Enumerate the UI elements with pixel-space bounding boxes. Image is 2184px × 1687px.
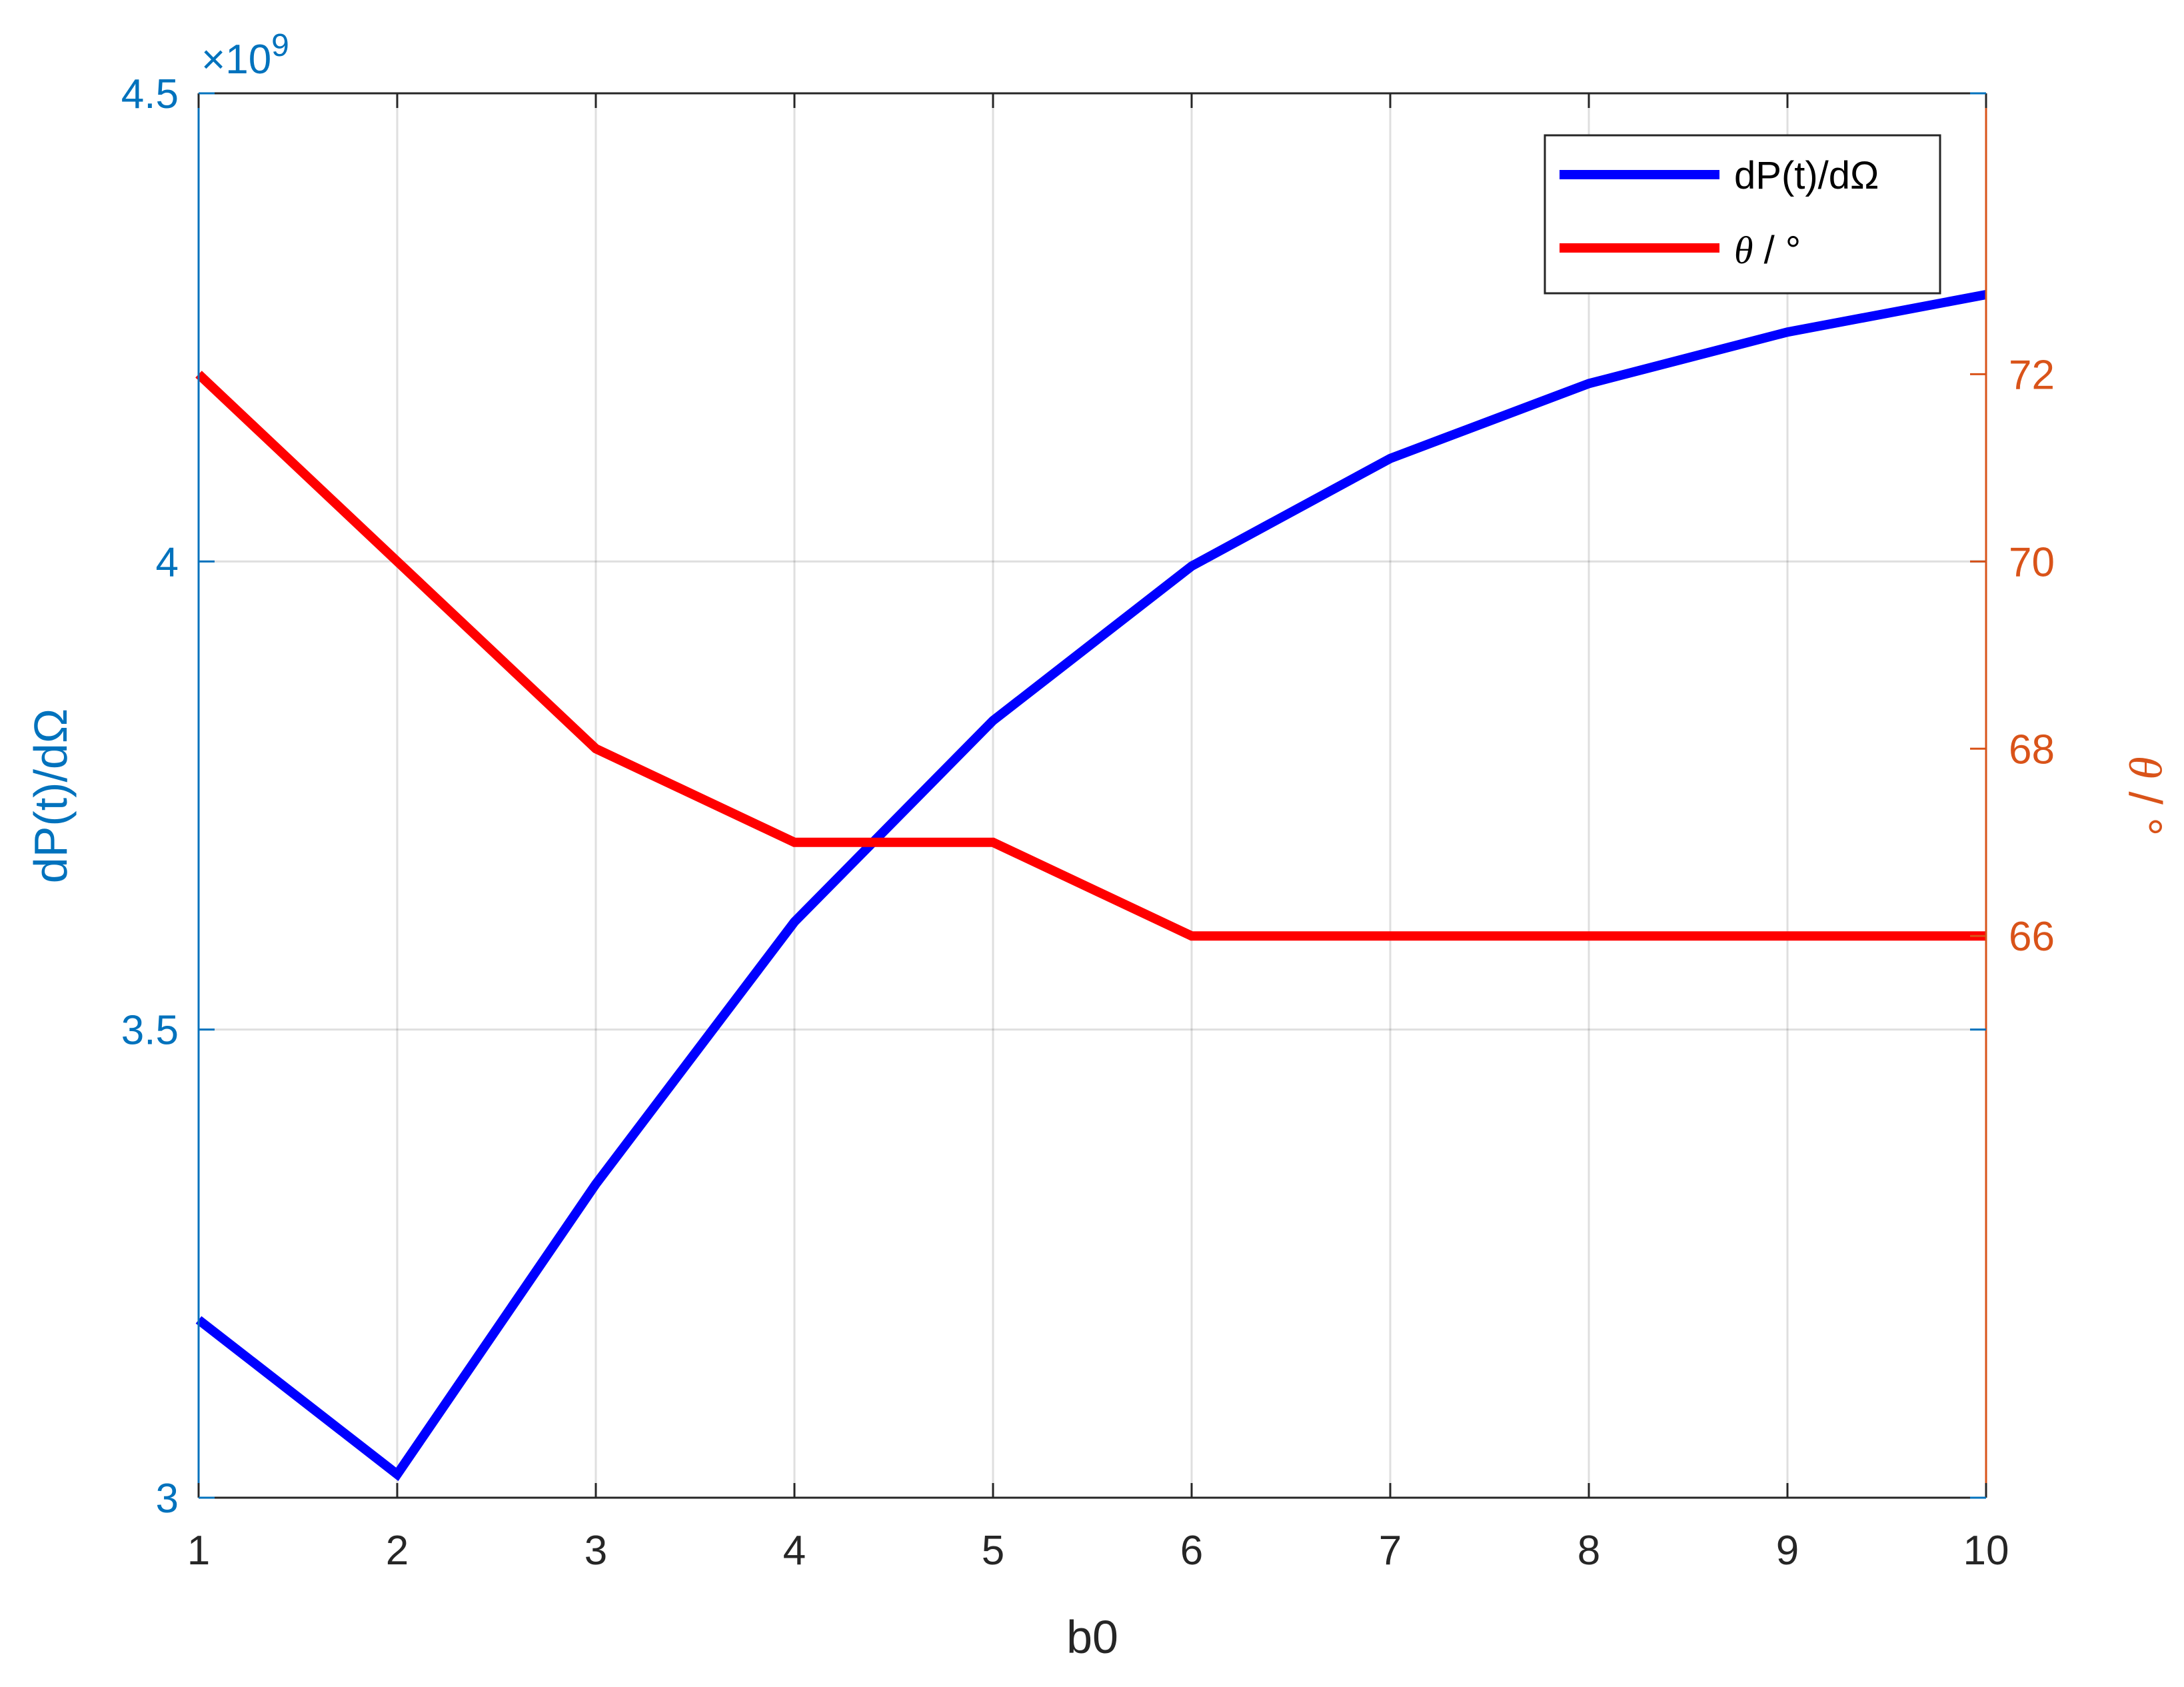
plot-background	[199, 93, 1986, 1498]
series-layer	[195, 290, 1987, 1481]
left-y-exponent-label: ×109	[201, 28, 289, 83]
x-tick-label-9: 10	[1963, 1528, 2009, 1574]
legend-box	[1544, 134, 1941, 295]
legend-label-dp: dP(t)/dΩ	[1734, 154, 1879, 197]
right-y-axis-title-rest: / °	[2119, 779, 2171, 836]
x-tick-label-0: 1	[187, 1528, 210, 1574]
x-axis-title: b0	[1066, 1611, 1118, 1663]
x-tick-label-8: 9	[1776, 1528, 1799, 1574]
x-tick-label-7: 8	[1578, 1528, 1600, 1574]
right-y-tick-label-2: 70	[2009, 539, 2055, 585]
right-y-tick-label-1: 68	[2009, 727, 2055, 773]
series-line-0	[195, 290, 1987, 1481]
left-y-tick-label-0: 3	[156, 1476, 179, 1522]
legend-label-theta-symbol: θ	[1734, 229, 1753, 272]
right-y-axis-title: θ / °	[2119, 756, 2171, 837]
exponent-base: ×10	[201, 37, 271, 83]
right-y-ticks: 66 68 70 72	[1970, 352, 2055, 960]
x-tick-label-3: 4	[783, 1528, 806, 1574]
x-tick-label-2: 3	[584, 1528, 607, 1574]
vertical-gridlines	[396, 93, 1789, 1498]
series-line-1	[195, 371, 1986, 941]
x-ticks: 1 2 3 4 5 6 7 8 9 10	[187, 93, 2009, 1574]
left-y-axis-title: dP(t)/dΩ	[25, 709, 77, 883]
x-tick-label-6: 7	[1379, 1528, 1402, 1574]
right-y-tick-label-0: 66	[2009, 914, 2055, 960]
left-y-tick-label-1: 3.5	[121, 1008, 179, 1054]
x-tick-label-4: 5	[982, 1528, 1004, 1574]
right-y-tick-label-3: 72	[2009, 352, 2055, 398]
left-y-tick-label-3: 4.5	[121, 71, 179, 117]
left-y-ticks: 3 3.5 4 4.5	[121, 71, 1986, 1522]
horizontal-gridlines	[199, 560, 1986, 1031]
exponent-power: 9	[271, 28, 289, 63]
right-y-axis-title-symbol: θ	[2119, 756, 2170, 779]
legend-label-theta: θ / °	[1734, 229, 1801, 272]
x-tick-label-5: 6	[1180, 1528, 1203, 1574]
left-y-tick-label-2: 4	[156, 539, 179, 585]
legend-label-theta-rest: / °	[1753, 229, 1801, 272]
legend: dP(t)/dΩ θ / °	[1544, 134, 1941, 295]
x-tick-label-1: 2	[386, 1528, 409, 1574]
